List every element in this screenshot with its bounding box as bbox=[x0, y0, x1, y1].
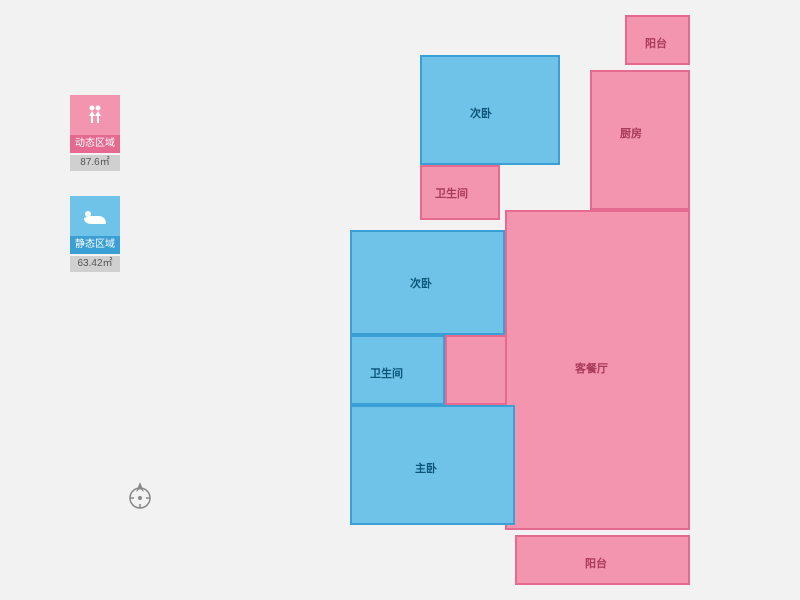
room-label-bathroom-mid: 卫生间 bbox=[370, 365, 403, 381]
room-label-bedroom2-top: 次卧 bbox=[470, 105, 492, 121]
room-label-bathroom-top: 卫生间 bbox=[435, 185, 468, 201]
sleep-icon bbox=[82, 206, 108, 226]
legend-static-label: 静态区域 bbox=[70, 236, 120, 254]
legend-dynamic-label: 动态区域 bbox=[70, 135, 120, 153]
legend-dynamic-value: 87.6㎡ bbox=[70, 155, 120, 171]
legend-static-icon bbox=[70, 196, 120, 236]
people-icon bbox=[83, 103, 107, 127]
legend-dynamic: 动态区域 87.6㎡ bbox=[70, 95, 130, 171]
room-label-bedroom2-mid: 次卧 bbox=[410, 275, 432, 291]
legend-static-value: 63.42㎡ bbox=[70, 256, 120, 272]
room-label-balcony-top: 阳台 bbox=[645, 35, 667, 51]
floorplan: 阳台次卧厨房卫生间次卧卫生间客餐厅主卧阳台 bbox=[320, 15, 740, 590]
legend-panel: 动态区域 87.6㎡ 静态区域 63.42㎡ bbox=[70, 95, 130, 297]
room-label-kitchen: 厨房 bbox=[620, 125, 642, 141]
legend-dynamic-icon bbox=[70, 95, 120, 135]
room-corridor bbox=[445, 335, 507, 405]
room-label-balcony-bottom: 阳台 bbox=[585, 555, 607, 571]
room-label-living-dining: 客餐厅 bbox=[575, 360, 608, 376]
room-label-master-bedroom: 主卧 bbox=[415, 460, 437, 476]
legend-static: 静态区域 63.42㎡ bbox=[70, 196, 130, 272]
compass-icon bbox=[125, 480, 155, 510]
